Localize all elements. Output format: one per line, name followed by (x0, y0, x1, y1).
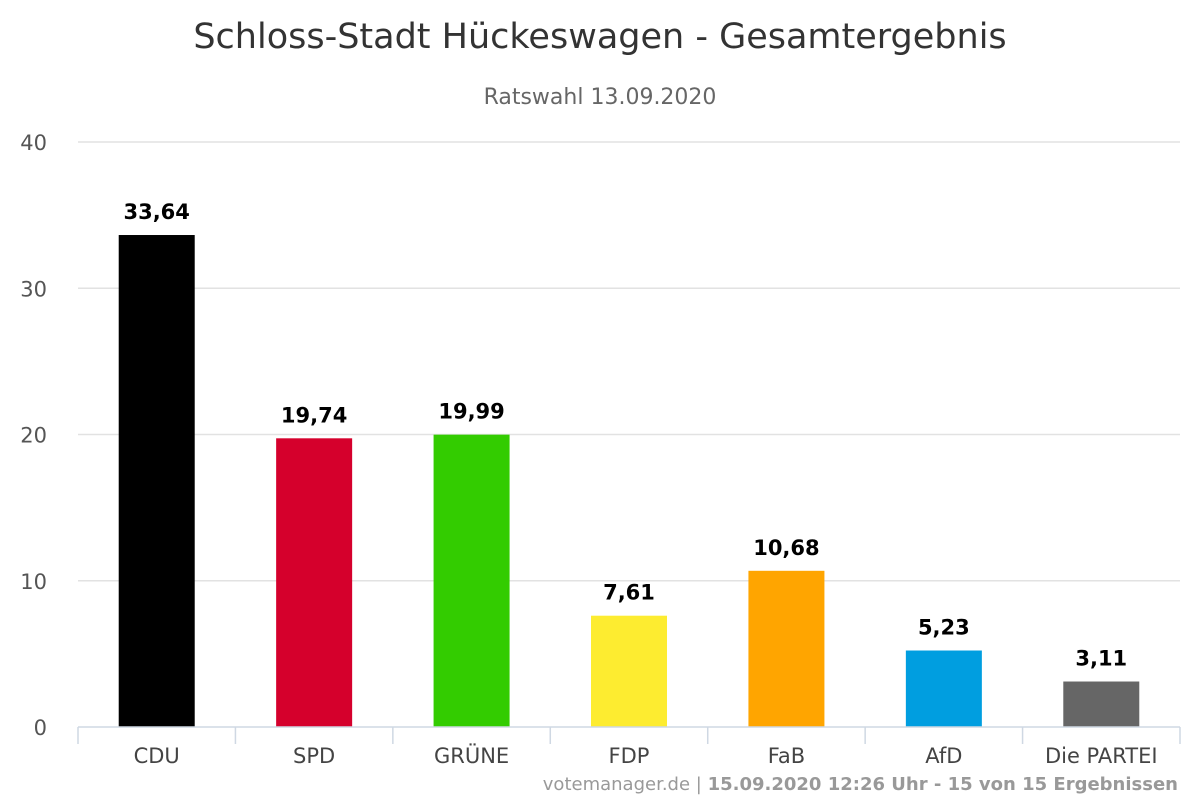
data-label: 3,11 (1075, 647, 1127, 671)
x-tick-label: FaB (768, 744, 805, 768)
chart-title: Schloss-Stadt Hückeswagen - Gesamtergebn… (193, 17, 1006, 57)
data-label: 19,99 (438, 400, 504, 424)
y-tick-label: 0 (34, 716, 47, 740)
x-tick-label: GRÜNE (434, 743, 509, 768)
bars (118, 235, 1140, 727)
data-label: 7,61 (603, 581, 655, 605)
y-axis-ticks: 0 10 20 30 40 (20, 131, 47, 740)
x-tick-label: SPD (293, 744, 335, 768)
credits-info: 15.09.2020 12:26 Uhr - 15 von 15 Ergebni… (708, 774, 1178, 795)
x-tick-label: AfD (925, 744, 962, 768)
x-tick-label: CDU (134, 744, 180, 768)
x-axis: CDU SPD GRÜNE FDP FaB AfD Die PARTEI (77, 726, 1181, 768)
chart-subtitle: Ratswahl 13.09.2020 (484, 85, 717, 110)
x-tick-label: Die PARTEI (1045, 744, 1158, 768)
y-tick-label: 40 (20, 131, 47, 155)
bar-spd[interactable] (276, 438, 353, 727)
data-labels: 33,64 19,74 19,99 7,61 10,68 5,23 3,11 (123, 200, 1127, 671)
credits[interactable]: votemanager.de | 15.09.2020 12:26 Uhr - … (543, 774, 1178, 795)
bar-grüne[interactable] (433, 434, 510, 727)
credits-site[interactable]: votemanager.de (543, 774, 690, 795)
bar-fab[interactable] (748, 570, 825, 727)
y-tick-label: 30 (20, 277, 47, 301)
bar-die-partei[interactable] (1063, 681, 1140, 727)
bar-afd[interactable] (905, 650, 982, 727)
grid-lines (78, 141, 1180, 582)
x-tick-label: FDP (609, 744, 650, 768)
data-label: 10,68 (753, 536, 819, 560)
data-label: 19,74 (281, 403, 347, 427)
data-label: 33,64 (123, 200, 189, 224)
bar-fdp[interactable] (591, 615, 667, 727)
y-tick-label: 10 (20, 570, 47, 594)
credits-separator: | (690, 774, 708, 795)
data-label: 5,23 (918, 616, 970, 640)
y-tick-label: 20 (20, 424, 47, 448)
bar-cdu[interactable] (118, 235, 195, 727)
